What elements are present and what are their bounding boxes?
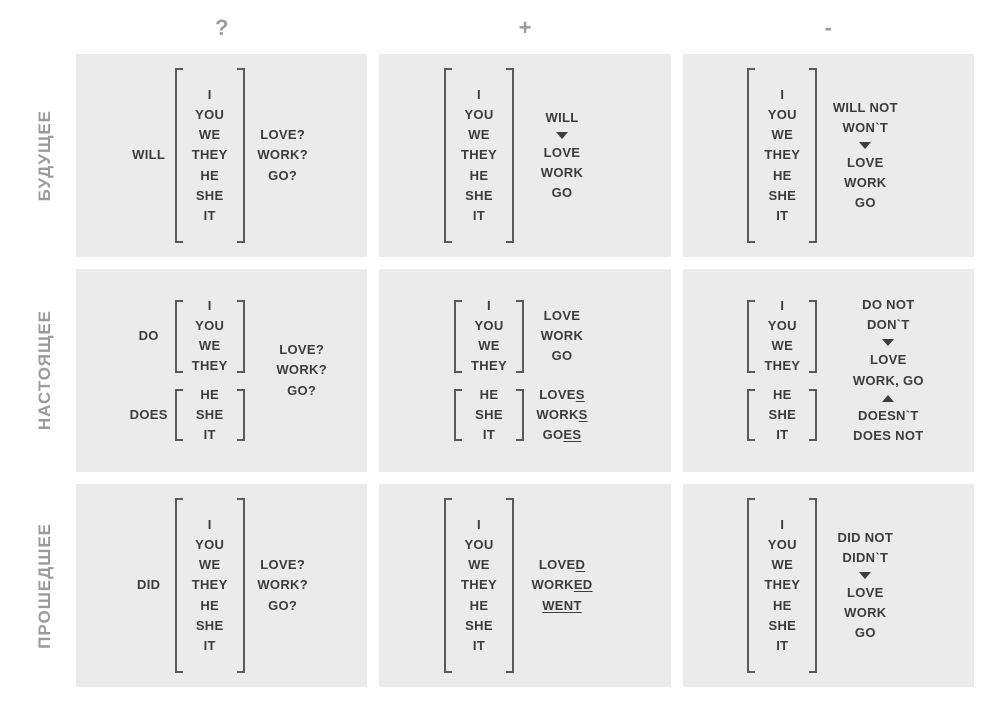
bracket-right-icon xyxy=(506,498,514,673)
pronouns-bottom: HESHEIT xyxy=(464,385,514,445)
bracket-right-icon xyxy=(809,498,817,673)
pronouns-top: IYOUWETHEY xyxy=(757,296,807,377)
verbs-q-present: LOVE?WORK?GO? xyxy=(266,279,338,462)
cell-past-positive: IYOUWETHEYHESHEIT LOVEDWORKEDWENT xyxy=(379,484,670,687)
tense-grid: ? + - БУДУЩЕЕ WILL IYOUWETHEYHESHEIT LOV… xyxy=(26,14,974,687)
row-head-future: БУДУЩЕЕ xyxy=(26,54,64,257)
cell-present-negative: IYOUWETHEY HESHEIT DO NOTDON`T LOVEWORK,… xyxy=(683,269,974,472)
arrow-down-icon xyxy=(556,132,568,139)
verbs-q-past: LOVE?WORK?GO? xyxy=(247,494,319,677)
present-pos-top: LOVEWORKGO xyxy=(526,296,598,377)
bracket-left-icon xyxy=(747,68,755,243)
pronouns-all: IYOUWETHEYHESHEIT xyxy=(757,494,807,677)
future-pos-right: WILL LOVEWORKGO xyxy=(516,64,608,247)
pronouns-bottom: HESHEIT xyxy=(185,385,235,445)
pronouns-all: IYOUWETHEYHESHEIT xyxy=(185,64,235,247)
pronouns-top: IYOUWETHEY xyxy=(464,296,514,377)
bracket-right-icon xyxy=(237,389,245,441)
arrow-down-icon xyxy=(882,339,894,346)
present-neg-right: DO NOTDON`T LOVEWORK, GO DOESN`TDOES NOT xyxy=(842,279,934,462)
cell-present-question: DO IYOUWETHEY DOES HESHEIT LOVE?WORK?GO? xyxy=(76,269,367,472)
aux-does: DOES xyxy=(125,385,173,445)
cell-future-positive: IYOUWETHEYHESHEIT WILL LOVEWORKGO xyxy=(379,54,670,257)
bracket-right-icon xyxy=(237,68,245,243)
pronouns-all: IYOUWETHEYHESHEIT xyxy=(454,64,504,247)
corner-spacer xyxy=(26,14,64,42)
aux-do: DO xyxy=(125,296,173,377)
bracket-right-icon xyxy=(809,68,817,243)
arrow-down-icon xyxy=(859,142,871,149)
aux-did: DID xyxy=(125,494,173,677)
pronouns-all: IYOUWETHEYHESHEIT xyxy=(185,494,235,677)
col-head-negative: - xyxy=(683,14,974,42)
col-head-positive: + xyxy=(379,14,670,42)
bracket-right-icon xyxy=(237,498,245,673)
bracket-left-icon xyxy=(747,300,755,373)
cell-past-question: DID IYOUWETHEYHESHEIT LOVE?WORK?GO? xyxy=(76,484,367,687)
bracket-left-icon xyxy=(444,498,452,673)
bracket-left-icon xyxy=(175,498,183,673)
pronouns-top: IYOUWETHEY xyxy=(185,296,235,377)
cell-present-positive: IYOUWETHEY LOVEWORKGO HESHEIT LOVESWORKS… xyxy=(379,269,670,472)
bracket-right-icon xyxy=(809,300,817,373)
pronouns-bottom: HESHEIT xyxy=(757,385,807,445)
past-neg-right: DID NOTDIDN`T LOVEWORKGO xyxy=(819,494,911,677)
bracket-right-icon xyxy=(516,389,524,441)
bracket-left-icon xyxy=(444,68,452,243)
row-head-present: НАСТОЯЩЕЕ xyxy=(26,269,64,472)
row-head-past: ПРОШЕДШЕЕ xyxy=(26,484,64,687)
bracket-left-icon xyxy=(454,389,462,441)
bracket-left-icon xyxy=(747,389,755,441)
bracket-right-icon xyxy=(237,300,245,373)
pronouns-all: IYOUWETHEYHESHEIT xyxy=(454,494,504,677)
aux-will: WILL xyxy=(125,64,173,247)
bracket-right-icon xyxy=(809,389,817,441)
arrow-down-icon xyxy=(859,572,871,579)
cell-future-question: WILL IYOUWETHEYHESHEIT LOVE?WORK?GO? xyxy=(76,54,367,257)
bracket-right-icon xyxy=(516,300,524,373)
future-neg-right: WILL NOTWON`T LOVEWORKGO xyxy=(819,64,911,247)
bracket-right-icon xyxy=(506,68,514,243)
arrow-up-icon xyxy=(882,395,894,402)
bracket-left-icon xyxy=(747,498,755,673)
pronouns-all: IYOUWETHEYHESHEIT xyxy=(757,64,807,247)
cell-past-negative: IYOUWETHEYHESHEIT DID NOTDIDN`T LOVEWORK… xyxy=(683,484,974,687)
past-pos-verbs: LOVEDWORKEDWENT xyxy=(516,494,608,677)
bracket-left-icon xyxy=(175,68,183,243)
cell-future-negative: IYOUWETHEYHESHEIT WILL NOTWON`T LOVEWORK… xyxy=(683,54,974,257)
bracket-left-icon xyxy=(175,389,183,441)
verbs-q-future: LOVE?WORK?GO? xyxy=(247,64,319,247)
bracket-left-icon xyxy=(454,300,462,373)
bracket-left-icon xyxy=(175,300,183,373)
col-head-question: ? xyxy=(76,14,367,42)
present-pos-bot: LOVESWORKSGOES xyxy=(526,385,598,445)
